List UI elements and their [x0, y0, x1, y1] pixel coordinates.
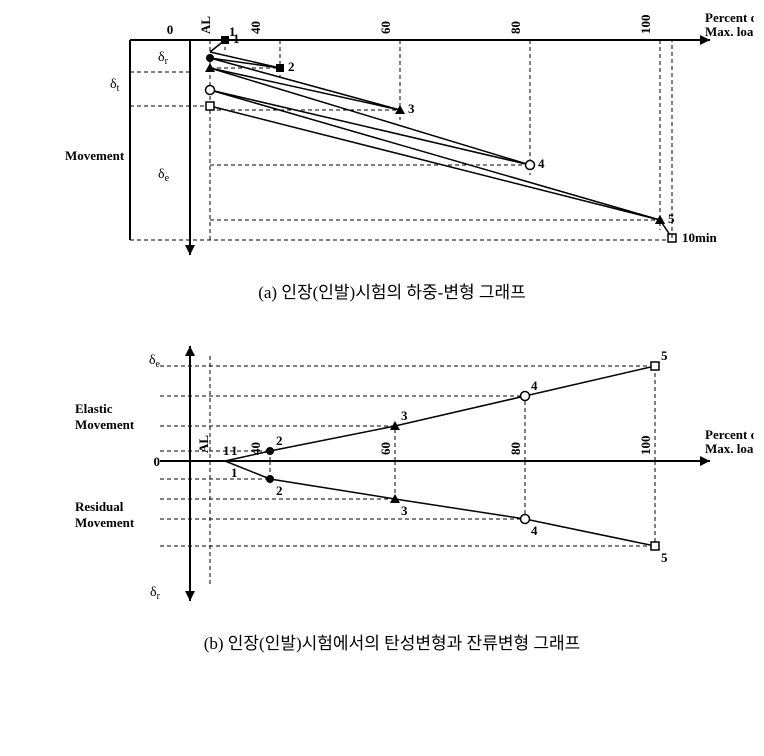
svg-text:40: 40: [248, 21, 263, 34]
chart-a-container: 0 AL 40 60 80 100 Percent ofMax. load δr δt δe Mov…: [10, 10, 764, 270]
svg-text:60: 60: [378, 442, 393, 455]
svg-text:80: 80: [508, 442, 523, 455]
svg-text:3: 3: [401, 408, 408, 423]
svg-text:80: 80: [508, 21, 523, 34]
svg-text:Movement: Movement: [65, 148, 125, 163]
svg-text:5: 5: [668, 211, 675, 226]
svg-text:ElasticMovement: ElasticMovement: [75, 401, 135, 432]
svg-text:5: 5: [661, 348, 668, 363]
caption-a: (a) 인장(인발)시험의 하중-변형 그래프: [10, 278, 764, 303]
svg-text:0: 0: [154, 454, 161, 469]
svg-text:ResidualMovement: ResidualMovement: [75, 499, 135, 530]
svg-text:δe: δe: [158, 167, 170, 184]
svg-text:100: 100: [638, 15, 653, 35]
svg-text:3: 3: [401, 503, 408, 518]
svg-text:1: 1: [223, 443, 230, 458]
svg-text:Percent ofMax. load: Percent ofMax. load: [705, 10, 754, 39]
svg-text:5: 5: [661, 550, 668, 565]
svg-text:AL: AL: [198, 16, 213, 34]
svg-text:1: 1: [231, 443, 238, 458]
chart-b-svg: 0δeδrAL406080100Percent ofMax. loadElast…: [10, 321, 754, 621]
svg-text:1: 1: [231, 465, 238, 480]
caption-b: (b) 인장(인발)시험에서의 탄성변형과 잔류변형 그래프: [10, 629, 764, 654]
svg-text:2: 2: [276, 483, 283, 498]
svg-text:Percent ofMax. load: Percent ofMax. load: [705, 427, 754, 456]
svg-text:AL: AL: [196, 435, 211, 453]
chart-b-container: 0δeδrAL406080100Percent ofMax. loadElast…: [10, 321, 764, 621]
svg-text:4: 4: [531, 378, 538, 393]
svg-text:3: 3: [408, 101, 415, 116]
chart-a-svg: 0 AL 40 60 80 100 Percent ofMax. load δr δt δe Mov…: [10, 10, 754, 270]
svg-text:δr: δr: [158, 50, 169, 67]
svg-text:4: 4: [531, 523, 538, 538]
svg-text:2: 2: [276, 433, 283, 448]
svg-text:60: 60: [378, 21, 393, 34]
svg-text:δe: δe: [149, 353, 161, 370]
svg-text:0: 0: [167, 22, 174, 37]
svg-text:2: 2: [288, 59, 295, 74]
svg-text:100: 100: [638, 436, 653, 456]
svg-text:δt: δt: [110, 77, 120, 94]
svg-text:10min: 10min: [682, 230, 717, 245]
svg-text:1: 1: [233, 31, 240, 46]
svg-text:δr: δr: [150, 585, 161, 602]
svg-text:4: 4: [538, 156, 545, 171]
